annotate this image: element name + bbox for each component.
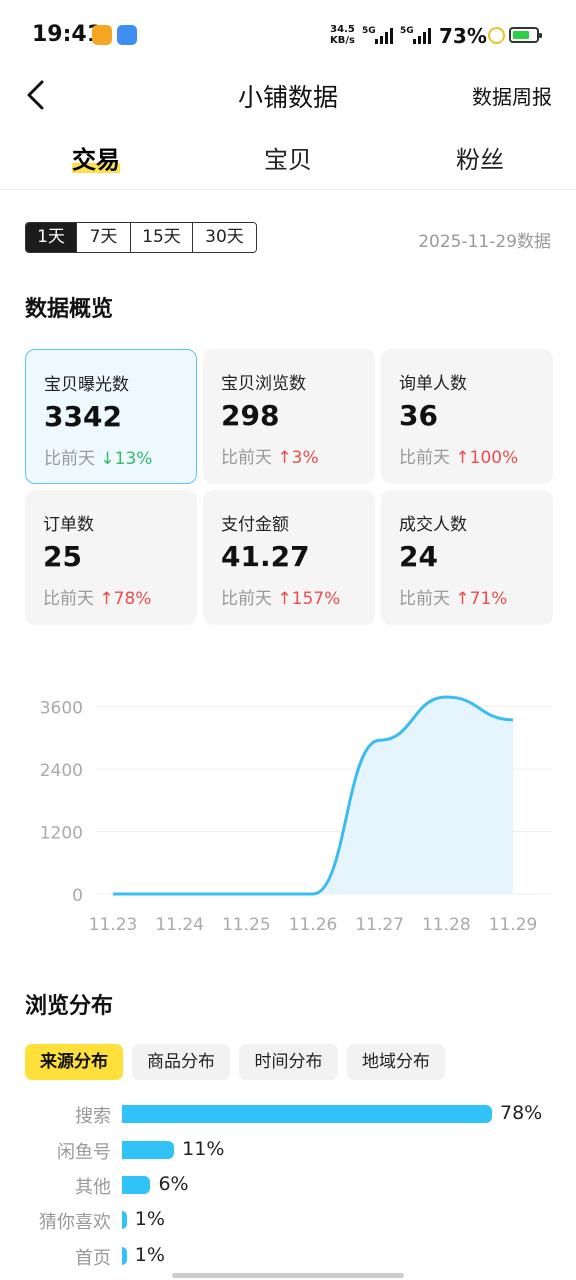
app-notification-icon [117, 25, 137, 45]
arrow-up-icon: ↑ [99, 589, 114, 609]
distribution-row: 首页 1% [0, 1244, 576, 1269]
y-tick-label: 2400 [40, 761, 83, 781]
metric-card-buyers[interactable]: 成交人数 24 比前天 ↑71% [381, 490, 553, 625]
arrow-up-icon: ↑ [277, 589, 292, 609]
back-arrow-icon[interactable] [22, 78, 52, 112]
change-up: ↑157% [277, 589, 341, 609]
arrow-up-icon: ↑ [455, 589, 470, 609]
arrow-up-icon: ↑ [277, 448, 292, 468]
tab-items[interactable]: 宝贝 [264, 146, 312, 174]
distribution-bar [122, 1247, 127, 1265]
signal-icon: 5G [400, 26, 432, 44]
x-tick-label: 11.28 [422, 915, 471, 935]
metric-card-views[interactable]: 宝贝浏览数 298 比前天 ↑3% [203, 349, 375, 484]
range-7-days[interactable]: 7天 [77, 223, 131, 252]
battery-icon [509, 27, 542, 43]
data-date: 2025-11-29数据 [418, 232, 551, 252]
distribution-bar [122, 1141, 175, 1159]
weekly-report-link[interactable]: 数据周报 [472, 85, 552, 109]
distribution-percent: 11% [182, 1138, 225, 1160]
status-bar: 19:41 34.5 KB/s 5G 5G 73% [0, 0, 576, 70]
distribution-label: 搜索 [75, 1106, 111, 1127]
distribution-label: 其他 [75, 1177, 111, 1198]
distribution-percent: 78% [500, 1102, 543, 1124]
range-30-days[interactable]: 30天 [193, 223, 256, 252]
page-title: 小铺数据 [237, 83, 338, 112]
tab-time-distribution[interactable]: 时间分布 [239, 1044, 338, 1080]
charging-icon [488, 27, 505, 44]
app-notification-icon [92, 25, 112, 45]
home-indicator[interactable] [172, 1273, 404, 1278]
change-up: ↑3% [277, 448, 319, 468]
range-1-day[interactable]: 1天 [26, 223, 77, 252]
metric-card-orders[interactable]: 订单数 25 比前天 ↑78% [25, 490, 197, 625]
change-down: ↓13% [100, 449, 153, 469]
y-tick-label: 3600 [40, 698, 83, 718]
change-up: ↑78% [99, 589, 152, 609]
change-up: ↑71% [455, 589, 508, 609]
change-up: ↑100% [455, 448, 519, 468]
distribution-bar [122, 1105, 492, 1123]
y-tick-label: 1200 [40, 823, 83, 843]
distribution-row: 其他 6% [0, 1173, 576, 1198]
distribution-bar [122, 1211, 127, 1229]
distribution-label: 首页 [75, 1248, 111, 1269]
arrow-down-icon: ↓ [100, 449, 115, 469]
main-tabs: 交易 宝贝 粉丝 [0, 140, 576, 190]
x-tick-label: 11.24 [155, 915, 204, 935]
battery-percent: 73% [439, 24, 487, 48]
distribution-percent: 1% [134, 1244, 165, 1266]
distribution-row: 猜你喜欢 1% [0, 1208, 576, 1233]
distribution-bar [122, 1176, 151, 1194]
distribution-percent: 6% [158, 1173, 189, 1195]
x-tick-label: 11.23 [89, 915, 138, 935]
tab-transactions[interactable]: 交易 [36, 140, 156, 175]
tab-region-distribution[interactable]: 地域分布 [347, 1044, 445, 1080]
signal-icon: 5G [362, 26, 394, 44]
y-tick-label: 0 [72, 886, 83, 906]
distribution-percent: 1% [134, 1208, 165, 1230]
distribution-label: 闲鱼号 [57, 1142, 111, 1163]
browse-title: 浏览分布 [25, 994, 114, 1019]
tab-source-distribution[interactable]: 来源分布 [25, 1044, 123, 1080]
network-speed: 34.5 KB/s [330, 24, 355, 46]
distribution-row: 闲鱼号 11% [0, 1138, 576, 1163]
range-15-days[interactable]: 15天 [131, 223, 193, 252]
x-tick-label: 11.25 [222, 915, 271, 935]
metric-card-exposure[interactable]: 宝贝曝光数 3342 比前天 ↓13% [25, 349, 197, 484]
trend-chart: 0 1200 2400 3600 11.23 11.24 11.25 11.26 11.27 11… [40, 695, 552, 935]
metric-card-inquiries[interactable]: 询单人数 36 比前天 ↑100% [381, 349, 553, 484]
arrow-up-icon: ↑ [455, 448, 470, 468]
metric-card-payment[interactable]: 支付金额 41.27 比前天 ↑157% [203, 490, 375, 625]
x-tick-label: 11.27 [355, 915, 404, 935]
status-time: 19:41 [32, 22, 103, 47]
tab-fans[interactable]: 粉丝 [456, 146, 504, 174]
date-range-selector: 1天 7天 15天 30天 [25, 222, 257, 253]
distribution-label: 猜你喜欢 [39, 1212, 111, 1233]
tab-item-distribution[interactable]: 商品分布 [132, 1044, 230, 1080]
x-tick-label: 11.29 [489, 915, 538, 935]
distribution-row: 搜索 78% [0, 1102, 576, 1127]
series-area [113, 697, 513, 894]
x-tick-label: 11.26 [289, 915, 338, 935]
overview-title: 数据概览 [25, 297, 114, 322]
